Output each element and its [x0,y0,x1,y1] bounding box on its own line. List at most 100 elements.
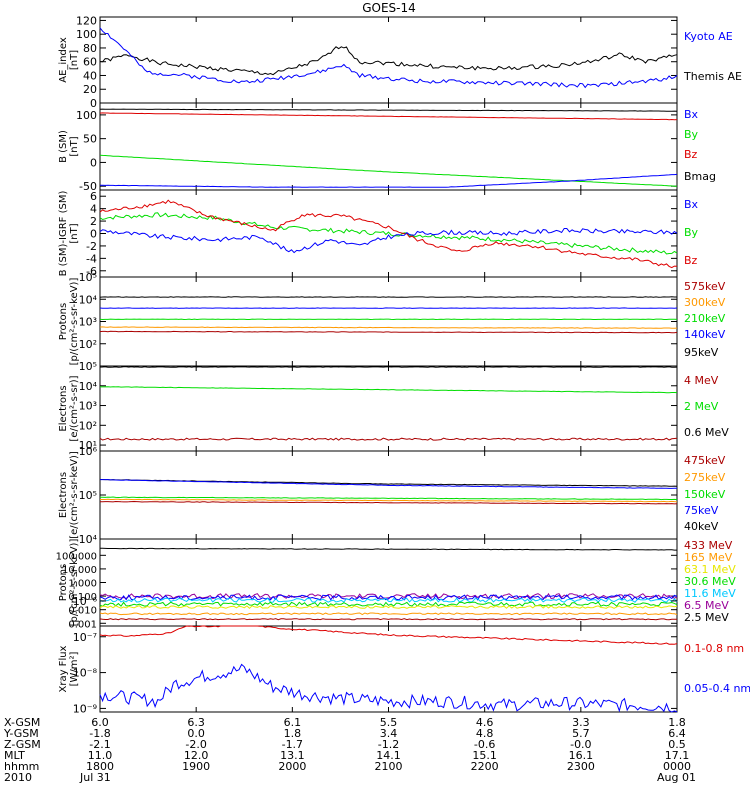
panel-frame [99,625,678,713]
panel-frame [99,276,678,367]
x-axis-value: -1.7 [282,738,303,751]
y-tick-label: -4 [86,252,97,265]
y-tick-label: 10⁴ [79,533,98,546]
y-axis-label: [p/(cm²-s-sr-keV)] [69,278,80,366]
y-tick-label: 10² [79,419,97,432]
x-axis-row-label: hhmm [4,760,39,773]
y-tick-label: 0 [90,156,97,169]
legend-label: 150keV [684,488,726,501]
series-line [99,605,678,609]
legend-label: 210keV [684,312,726,325]
series-line [100,386,678,394]
x-axis-value: 15.1 [472,749,497,762]
x-axis-row-label: Y-GSM [3,727,39,740]
y-tick-label: 6 [90,190,97,203]
panel-protons-mev: 0.001 0.010 0.100 1.000 10.000 100.000 Protons… [56,538,736,630]
x-axis-value: -0.6 [474,738,495,751]
y-tick-label: -6 [86,265,97,278]
y-tick-label: 100 [76,28,97,41]
y-tick-label: 10⁶ [79,445,98,458]
series-line [100,547,677,551]
legend-label: 140keV [684,328,726,341]
legend-label: Themis AE [683,70,742,83]
legend-label: Bz [684,148,698,161]
x-axis-value: -2.0 [185,738,206,751]
series-line [100,498,678,503]
x-axis-row-label: Z-GSM [4,738,41,751]
x-axis-value: 0000 [663,760,691,773]
legend-label: 40keV [684,520,719,533]
x-axis-row-label: 2010 [4,771,32,784]
legend-label: 2 MeV [684,400,719,413]
series-line [99,199,678,269]
series-line [99,326,678,329]
legend-label: 0.6 MeV [684,426,729,439]
y-tick-label: -2 [86,240,97,253]
x-axis-value: 1.8 [668,716,686,729]
x-axis-value: 4.6 [476,716,494,729]
y-axis-label: Xray Flux [58,645,69,692]
panel-electrons-kev: 10⁴ 10⁵ 10⁶ Electrons [e/(cm²-s-sr-keV)] 475k… [58,445,726,546]
x-axis-value: -1.8 [89,727,110,740]
x-axis-value: 6.0 [91,716,109,729]
series-line [99,27,678,89]
series-line [99,108,678,112]
y-axis-label: Protons [58,564,69,601]
x-axis-row-label: X-GSM [4,716,40,729]
legend-label: 475keV [684,454,726,467]
legend-label: By [684,128,699,141]
y-axis-label: Electrons [58,385,69,431]
x-axis-value: 13.1 [280,749,305,762]
panel-protons: 10² 10³ 10⁴ 10⁵ Protons [p/(cm²-s-sr-keV)] 575… [58,271,726,367]
x-axis-value: 3.3 [572,716,590,729]
series-line [99,112,678,121]
y-tick-label: 120 [76,14,97,27]
x-axis-value: 14.1 [376,749,401,762]
y-tick-label: 10³ [79,316,97,329]
x-axis-value: 5.5 [380,716,398,729]
y-tick-label: -50 [79,180,97,193]
x-axis-value: 2000 [278,760,306,773]
x-axis-value: Aug 01 [657,771,696,784]
x-axis-value: 1.8 [284,727,302,740]
x-axis-value: 3.4 [380,727,398,740]
panel-frame [99,538,678,627]
x-axis-value: 1800 [86,760,114,773]
panel-xray: 10⁻⁹ 10⁻⁸ 10⁻⁷ 10⁻⁶ Xray Flux [W/m²] 0.1-0.8 n… [58,595,750,716]
legend-label: 95keV [684,346,719,359]
figure-title: GOES-14 [362,1,416,15]
y-tick-label: 10⁴ [79,380,98,393]
x-axis-value: 1900 [182,760,210,773]
series-line [99,228,678,254]
y-tick-label: 1.000 [68,579,97,590]
y-axis-label: [nT] [69,50,80,70]
legend-label: 75keV [684,504,719,517]
x-axis-value: Jul 31 [79,771,111,784]
y-axis-label: [e/(cm²-s-sr)] [69,375,80,441]
series-line [99,618,677,621]
series-line [99,307,678,309]
series-line [100,500,678,505]
y-tick-label: 0.010 [68,606,97,617]
y-tick-label: 10⁵ [79,489,97,502]
series-line [99,592,678,600]
x-axis-value: 2200 [471,760,499,773]
legend-label: 433 MeV [684,539,733,552]
x-axis-value: 2300 [567,760,595,773]
y-tick-label: 2 [90,215,97,228]
y-tick-label: 10⁻⁸ [73,667,98,680]
x-axis-value: 6.4 [668,727,686,740]
y-tick-label: 10³ [79,400,97,413]
y-axis-label: B (SM)-IGRF (SM) [58,191,69,277]
y-tick-label: 10⁻⁶ [73,595,98,608]
legend-label: 575keV [684,280,726,293]
y-axis-label: AE_index [58,37,69,83]
y-tick-label: 100 [76,109,97,122]
legend-label: By [684,226,699,239]
legend-label: 300keV [684,296,726,309]
y-tick-label: 40 [83,69,97,82]
y-tick-label: 10⁴ [79,293,98,306]
y-tick-label: 10² [79,338,97,351]
